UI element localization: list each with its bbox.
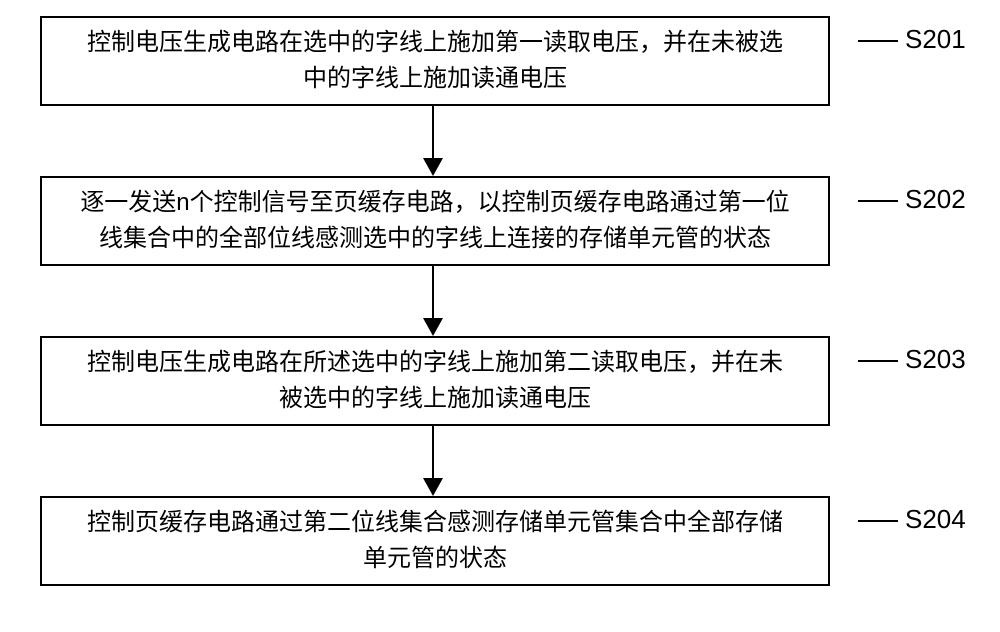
- step-text-S203: 控制电压生成电路在所述选中的字线上施加第二读取电压，并在未 被选中的字线上施加读…: [87, 345, 783, 417]
- step-box-S203: 控制电压生成电路在所述选中的字线上施加第二读取电压，并在未 被选中的字线上施加读…: [40, 336, 830, 426]
- step-box-S204: 控制页缓存电路通过第二位线集合感测存储单元管集合中全部存储 单元管的状态: [40, 496, 830, 586]
- step-label-S204: S204: [905, 504, 966, 535]
- step-label-S203: S203: [905, 344, 966, 375]
- label-leader-S203: [858, 360, 898, 362]
- label-leader-S201: [858, 40, 898, 42]
- step-label-S202: S202: [905, 184, 966, 215]
- label-leader-S202: [858, 200, 898, 202]
- step-label-S201: S201: [905, 24, 966, 55]
- label-leader-S204: [858, 520, 898, 522]
- step-box-S201: 控制电压生成电路在选中的字线上施加第一读取电压，并在未被选 中的字线上施加读通电…: [40, 16, 830, 106]
- arrow-head-icon: [423, 318, 443, 336]
- step-text-S204: 控制页缓存电路通过第二位线集合感测存储单元管集合中全部存储 单元管的状态: [87, 505, 783, 577]
- arrow-line-icon: [432, 266, 434, 318]
- step-text-S201: 控制电压生成电路在选中的字线上施加第一读取电压，并在未被选 中的字线上施加读通电…: [87, 25, 783, 97]
- arrow-line-icon: [432, 426, 434, 478]
- step-box-S202: 逐一发送n个控制信号至页缓存电路，以控制页缓存电路通过第一位 线集合中的全部位线…: [40, 176, 830, 266]
- step-text-S202: 逐一发送n个控制信号至页缓存电路，以控制页缓存电路通过第一位 线集合中的全部位线…: [80, 185, 789, 257]
- flowchart-canvas: 控制电压生成电路在选中的字线上施加第一读取电压，并在未被选 中的字线上施加读通电…: [0, 0, 1000, 632]
- arrow-head-icon: [423, 478, 443, 496]
- arrow-head-icon: [423, 158, 443, 176]
- arrow-line-icon: [432, 106, 434, 158]
